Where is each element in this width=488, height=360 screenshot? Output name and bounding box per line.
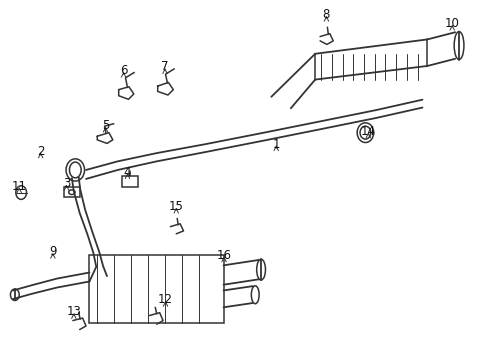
Bar [64, 187, 80, 197]
Ellipse shape [256, 259, 265, 280]
Text: 16: 16 [216, 249, 231, 262]
Ellipse shape [453, 32, 463, 59]
Text: 1: 1 [272, 138, 279, 151]
Text: 6: 6 [120, 64, 127, 77]
Text: 3: 3 [62, 177, 70, 190]
Text: 15: 15 [168, 200, 183, 213]
Ellipse shape [16, 186, 26, 199]
Text: 12: 12 [158, 293, 173, 306]
Text: 10: 10 [444, 17, 459, 30]
Ellipse shape [10, 289, 19, 301]
Text: 7: 7 [161, 60, 168, 73]
Text: 2: 2 [37, 145, 44, 158]
Bar [89, 255, 223, 323]
Text: 13: 13 [66, 305, 81, 319]
Text: 4: 4 [123, 166, 131, 179]
Text: 14: 14 [360, 125, 375, 138]
Text: 11: 11 [12, 180, 27, 193]
Ellipse shape [251, 286, 259, 304]
Text: 9: 9 [49, 245, 57, 258]
Bar [122, 176, 138, 187]
Text: 8: 8 [322, 8, 329, 21]
Text: 5: 5 [102, 118, 109, 132]
Ellipse shape [356, 123, 373, 143]
